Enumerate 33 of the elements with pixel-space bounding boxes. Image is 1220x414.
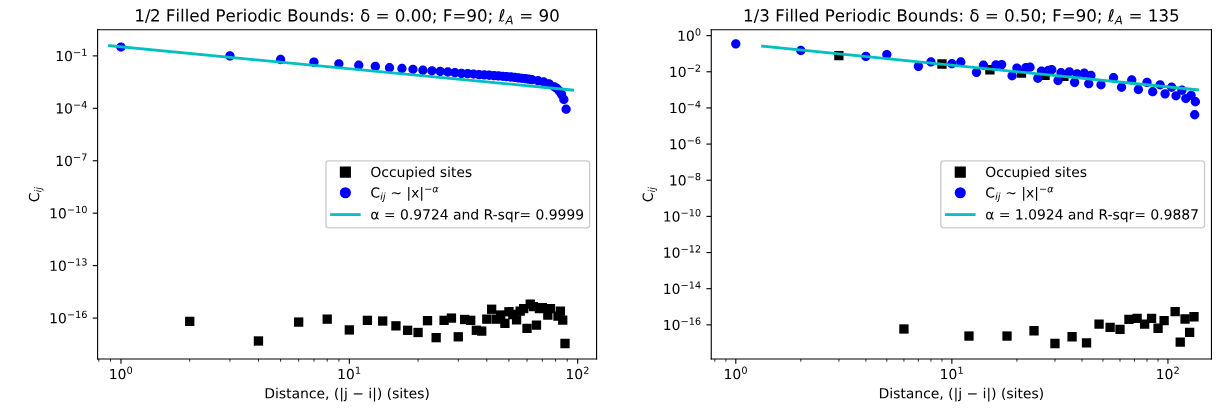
x-tick-label: 10$^{0}$ [725,366,747,380]
y-axis-title: C$_{ij}$ [642,187,658,202]
y-tick-label: 10$^{−16}$ [50,310,87,324]
y-tick-label: 10$^{−6}$ [670,136,701,150]
legend-label: Occupied sites [371,166,472,180]
y-tick-label: 10$^{−1}$ [56,48,87,62]
y-tick-label: 10$^{−14}$ [664,281,701,295]
y-tick-label: 10$^{−13}$ [50,258,87,272]
x-tick-label: 10$^{1}$ [941,366,963,380]
legend-label: α = 1.0924 and R-sqr= 0.9887 [986,208,1198,223]
legend-label: Occupied sites [986,166,1087,180]
legend-label: C$_{ij}$ ~ |x|$^{−α}$ [986,186,1054,202]
chart-title: 1/2 Filled Periodic Bounds: δ = 0.00; F=90; ℓ$_{A}$ = 90 [136,8,559,25]
legend-label: α = 0.9724 and R-sqr= 0.9999 [371,208,584,223]
y-tick-label: 10$^{−7}$ [56,153,87,167]
y-tick-label: 10$^{−2}$ [670,64,701,78]
y-tick-label: 10$^{−12}$ [664,245,701,258]
y-tick-label: 10$^{0}$ [678,28,701,41]
x-tick-label: 10$^{0}$ [110,366,133,380]
x-tick-label: 10$^{2}$ [566,366,589,380]
y-axis-title: C$_{ij}$ [28,187,44,202]
y-tick-label: 10$^{−10}$ [664,209,701,222]
y-tick-label: 10$^{−4}$ [56,101,87,114]
x-tick-label: 10$^{1}$ [338,366,361,380]
x-axis-title: Distance, (|j − i|) (sites) [265,387,429,402]
legend-label: C$_{ij}$ ~ |x|$^{−α}$ [371,186,439,202]
y-tick-label: 10$^{−10}$ [50,205,87,219]
x-tick-label: 10$^{2}$ [1157,366,1179,380]
chart-title: 1/3 Filled Periodic Bounds: δ = 0.50; F=90; ℓ$_{A}$ = 135 [744,8,1179,25]
y-tick-label: 10$^{−8}$ [670,172,701,186]
x-axis-title: Distance, (|j − i|) (sites) [879,387,1043,402]
y-tick-label: 10$^{−4}$ [670,100,701,114]
y-tick-label: 10$^{−16}$ [664,317,701,331]
